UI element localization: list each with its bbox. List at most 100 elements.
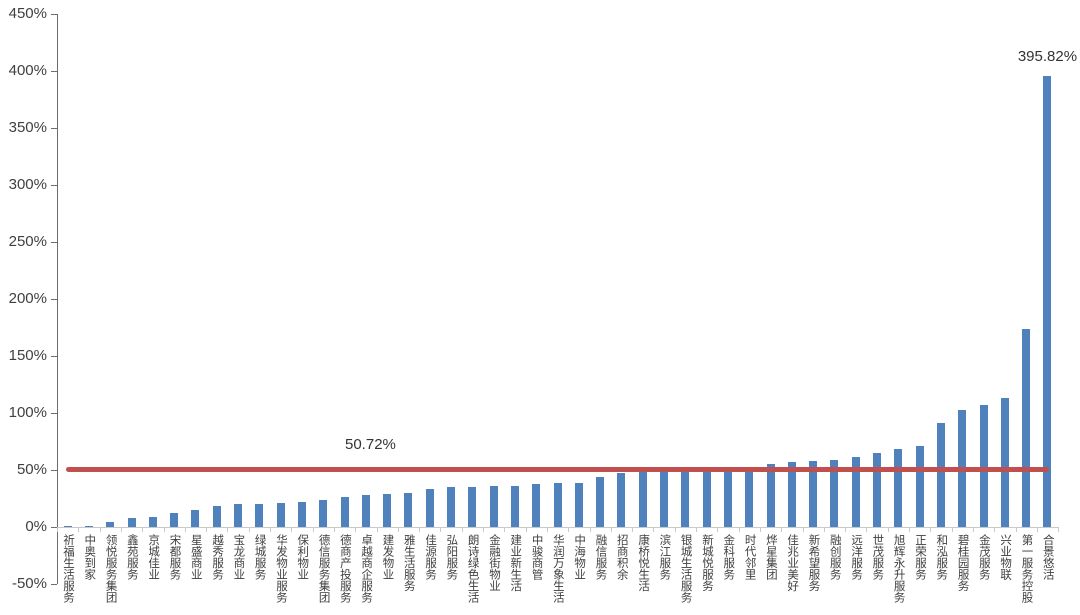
category-label: 金科服务 — [722, 534, 735, 580]
category-label: 中骏商管 — [530, 534, 543, 580]
x-axis-tick — [461, 527, 463, 532]
y-axis-tick — [51, 470, 57, 471]
max-bar-value-label: 395.82% — [1017, 47, 1078, 65]
x-axis-tick — [909, 527, 910, 532]
category-label: 鑫苑服务 — [125, 534, 138, 580]
bar-合景悠活 — [1043, 75, 1052, 527]
bar-德信服务集团 — [319, 499, 328, 527]
bar-绿城服务 — [255, 504, 264, 527]
bar-华润万象生活 — [553, 482, 562, 527]
category-label: 世茂服务 — [871, 534, 884, 580]
category-label: 华润万象生活 — [551, 534, 564, 603]
bar-弘阳服务 — [447, 487, 456, 527]
x-axis-tick — [1058, 527, 1060, 532]
bar-融信服务 — [596, 476, 605, 527]
y-axis-tick — [51, 413, 57, 414]
bar-雅生活服务 — [404, 492, 413, 527]
category-label: 融信服务 — [594, 534, 607, 580]
category-label: 领悦服务集团 — [104, 534, 117, 603]
bar-世茂服务 — [873, 452, 882, 527]
x-axis-tick — [142, 527, 144, 532]
x-axis-tick — [312, 527, 314, 532]
category-label: 时代邻里 — [743, 534, 756, 580]
category-label: 宝龙商业 — [232, 534, 245, 580]
bar-金融街物业 — [489, 485, 498, 527]
y-axis-tick-label: 50% — [16, 461, 47, 478]
x-axis-tick — [930, 527, 932, 532]
category-label: 合景悠活 — [1041, 534, 1054, 580]
category-label: 旭辉永升服务 — [892, 534, 905, 603]
bar-中奥到家 — [84, 525, 93, 527]
category-label: 中奥到家 — [83, 534, 96, 580]
x-axis-tick — [994, 527, 996, 532]
y-axis-tick — [51, 584, 57, 585]
bar-远洋服务 — [851, 457, 860, 527]
x-axis-tick — [504, 527, 506, 532]
bar-佳源服务 — [425, 489, 434, 527]
bar-招商积余 — [617, 473, 626, 527]
x-axis-tick — [120, 527, 122, 532]
y-axis-tick-label: 300% — [8, 176, 47, 193]
x-axis-tick — [291, 527, 293, 532]
category-label: 烨星集团 — [764, 534, 777, 580]
y-axis-tick — [51, 71, 57, 72]
category-label: 融创服务 — [828, 534, 841, 580]
category-label: 和泓服务 — [935, 534, 948, 580]
category-label: 新城悦服务 — [700, 534, 713, 592]
category-label: 德商产投服务 — [338, 534, 351, 603]
category-label: 正荣服务 — [913, 534, 926, 580]
bar-兴业物联 — [1000, 398, 1009, 527]
y-axis-tick-label: 100% — [8, 404, 47, 421]
category-label: 星盛商业 — [189, 534, 202, 580]
category-label: 新希望服务 — [807, 534, 820, 592]
y-axis-tick-label: -50% — [11, 575, 47, 592]
bar-佳兆业美好 — [787, 462, 796, 527]
bar-京城佳业 — [148, 516, 157, 527]
category-label: 兴业物联 — [999, 534, 1012, 580]
x-axis-tick — [184, 527, 186, 532]
y-axis-tick-label: 250% — [8, 233, 47, 250]
x-axis-tick — [674, 527, 676, 532]
x-axis-line — [57, 527, 1060, 528]
bar-领悦服务集团 — [106, 522, 115, 527]
x-axis-tick — [419, 527, 421, 532]
category-label: 招商积余 — [615, 534, 628, 580]
x-axis-tick — [1015, 527, 1017, 532]
x-axis-tick — [738, 527, 740, 532]
category-label: 远洋服务 — [850, 534, 863, 580]
bar-新希望服务 — [809, 460, 818, 527]
bar-祈福生活服务 — [63, 526, 72, 527]
category-label: 佳兆业美好 — [786, 534, 799, 592]
x-axis-tick — [78, 527, 80, 532]
x-axis-tick — [632, 527, 634, 532]
x-axis-tick — [248, 527, 250, 532]
category-label: 宋都服务 — [168, 534, 181, 580]
y-axis-tick-label: 150% — [8, 347, 47, 364]
category-label: 中海物业 — [573, 534, 586, 580]
bar-金茂服务 — [979, 405, 988, 527]
bar-朗诗绿色生活 — [468, 487, 477, 527]
x-axis-tick — [653, 527, 655, 532]
bar-华发物业服务 — [276, 503, 285, 527]
bar-中骏商管 — [532, 483, 541, 527]
x-axis-tick — [845, 527, 847, 532]
category-label: 第一服务控股 — [1020, 534, 1033, 603]
x-axis-tick — [568, 527, 570, 532]
category-label: 银城生活服务 — [679, 534, 692, 603]
category-label: 雅生活服务 — [402, 534, 415, 592]
x-axis-tick — [206, 527, 208, 532]
category-label: 金茂服务 — [977, 534, 990, 580]
y-axis-tick — [51, 299, 57, 300]
x-axis-tick — [57, 527, 58, 532]
bar-越秀服务 — [212, 506, 221, 527]
bar-滨江服务 — [660, 468, 669, 527]
x-axis-tick — [589, 527, 591, 532]
reference-line-label: 50.72% — [345, 436, 396, 453]
x-axis-tick — [972, 527, 974, 532]
category-label: 华发物业服务 — [274, 534, 287, 603]
bar-建业新生活 — [510, 485, 519, 527]
y-axis-tick-label: 0% — [25, 518, 47, 535]
category-label: 碧桂园服务 — [956, 534, 969, 592]
x-axis-tick — [397, 527, 399, 532]
bar-鑫苑服务 — [127, 517, 136, 527]
